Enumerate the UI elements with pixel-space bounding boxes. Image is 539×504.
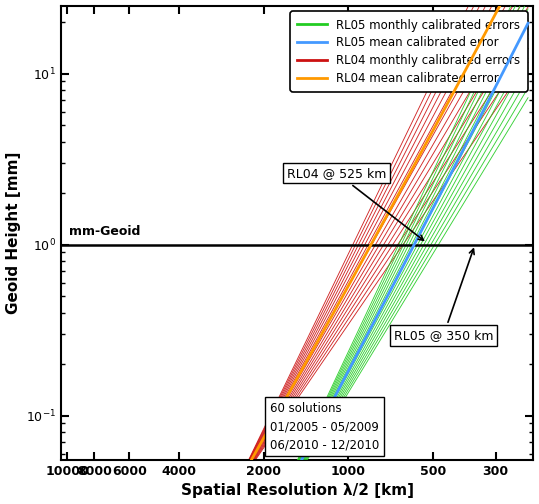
- X-axis label: Spatial Resolution λ/2 [km]: Spatial Resolution λ/2 [km]: [181, 483, 414, 498]
- Text: RL05 @ 350 km: RL05 @ 350 km: [393, 249, 493, 342]
- Text: 60 solutions
01/2005 - 05/2009
06/2010 - 12/2010: 60 solutions 01/2005 - 05/2009 06/2010 -…: [270, 402, 379, 451]
- Legend: RL05 monthly calibrated errors, RL05 mean calibrated error, RL04 monthly calibra: RL05 monthly calibrated errors, RL05 mea…: [291, 12, 528, 92]
- Y-axis label: Geoid Height [mm]: Geoid Height [mm]: [5, 152, 20, 314]
- Text: mm-Geoid: mm-Geoid: [70, 225, 141, 237]
- Text: RL04 @ 525 km: RL04 @ 525 km: [287, 166, 424, 240]
